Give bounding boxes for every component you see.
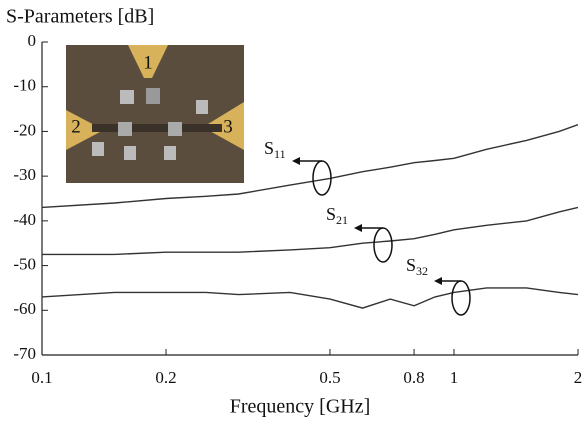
arrow-head (292, 157, 300, 165)
y-tick-label: -60 (13, 299, 36, 318)
inset-photo: 1 2 3 (66, 45, 244, 183)
component (124, 146, 136, 160)
x-tick-label: 0.5 (319, 368, 340, 387)
annotation-subscript: 21 (336, 213, 348, 227)
annotation-ellipse (452, 281, 470, 315)
annotation-label: S21 (326, 204, 348, 227)
series-annotation: S21 (326, 204, 392, 262)
y-tick-label: -50 (13, 254, 36, 273)
y-tick-label: -20 (13, 120, 36, 139)
annotation-text: S (264, 138, 274, 158)
port-label: 3 (223, 116, 233, 137)
port-label: 2 (71, 116, 81, 137)
component (118, 122, 132, 136)
x-tick-label: 0.1 (31, 368, 52, 387)
chart: S-Parameters [dB] Frequency [GHz] 1 2 3 … (0, 0, 587, 424)
component (120, 90, 134, 104)
annotation-subscript: 32 (416, 264, 428, 278)
y-tick-label: -10 (13, 76, 36, 95)
annotation-label: S32 (406, 255, 428, 278)
x-axis-label: Frequency [GHz] (230, 396, 371, 418)
component (168, 122, 182, 136)
component (164, 146, 176, 160)
x-tick-label: 2 (574, 368, 583, 387)
component (92, 142, 104, 156)
annotation-subscript: 11 (274, 147, 286, 161)
port-label: 1 (143, 52, 153, 73)
annotation-text: S (326, 204, 336, 224)
x-tick-label: 1 (450, 368, 459, 387)
series-annotation: S11 (264, 138, 331, 195)
annotation-text: S (406, 255, 416, 275)
y-tick-label: 0 (28, 31, 37, 50)
arrow-head (434, 277, 442, 285)
component (146, 88, 160, 104)
y-tick-label: -40 (13, 210, 36, 229)
x-tick-label: 0.2 (155, 368, 176, 387)
chart-title: S-Parameters [dB] (6, 6, 154, 28)
y-tick-label: -70 (13, 344, 36, 363)
series-line (42, 207, 578, 254)
series-annotation: S32 (406, 255, 470, 315)
y-tick-label: -30 (13, 165, 36, 184)
component (196, 100, 208, 114)
annotation-ellipse (374, 228, 392, 262)
arrow-head (354, 224, 362, 232)
annotation-label: S11 (264, 138, 286, 161)
x-tick-label: 0.8 (403, 368, 424, 387)
trace (92, 124, 222, 132)
series-line (42, 288, 578, 308)
